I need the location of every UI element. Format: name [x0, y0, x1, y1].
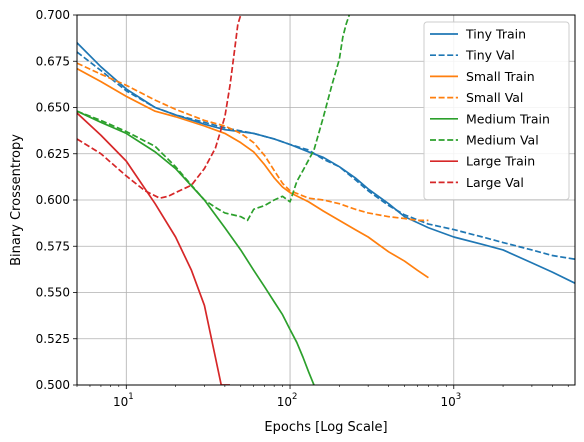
x-tick-label-exponent: 2	[292, 392, 297, 402]
y-tick-label: 0.650	[36, 101, 70, 115]
series-line-large-val	[77, 15, 242, 199]
series-layer	[77, 15, 575, 385]
series-line-small-val	[77, 62, 429, 222]
legend-box	[423, 21, 570, 201]
x-tick-label: 10 2	[277, 392, 298, 409]
x-axis-label: Epochs [Log Scale]	[264, 420, 387, 435]
y-tick-label: 0.575	[36, 239, 70, 253]
x-tick-label-base: 10	[440, 395, 455, 409]
x-tick-label-base: 10	[113, 395, 128, 409]
y-axis-label: Binary Crossentropy	[9, 134, 24, 266]
legend-label: Tiny Val	[465, 48, 515, 63]
series-line-medium-train	[77, 110, 315, 385]
x-tick-label-base: 10	[277, 395, 292, 409]
x-tick-label: 10 3	[440, 392, 461, 409]
series-line-medium-val	[77, 15, 351, 222]
y-tick-label: 0.525	[36, 332, 70, 346]
legend-label: Large Val	[466, 175, 524, 190]
y-tick-label: 0.600	[36, 193, 70, 207]
series-line-tiny-val	[77, 51, 575, 261]
x-tick-label-exponent: 3	[456, 392, 461, 402]
legend-label: Tiny Train	[465, 27, 526, 42]
legend-label: Medium Val	[466, 133, 539, 148]
series-line-small-train	[77, 67, 429, 279]
y-tick-label: 0.700	[36, 8, 70, 22]
legend-label: Small Train	[466, 69, 535, 84]
y-tick-label: 0.675	[36, 54, 70, 68]
legend-label: Medium Train	[466, 111, 550, 126]
legend-label: Small Val	[466, 90, 523, 105]
y-tick-label: 0.500	[36, 378, 70, 392]
x-tick-label-exponent: 1	[128, 392, 133, 402]
x-tick-label: 10 1	[113, 392, 134, 409]
legend-label: Large Train	[466, 154, 535, 169]
legend: Tiny Train Tiny Val Small Train Small Val Me…	[423, 21, 570, 201]
ticks: 0.500 0.525 0.550 0.575 0.600 0.625 0.650 0.675…	[36, 8, 569, 409]
series-line-large-train	[77, 112, 231, 385]
y-tick-label: 0.625	[36, 147, 70, 161]
y-tick-label: 0.550	[36, 286, 70, 300]
